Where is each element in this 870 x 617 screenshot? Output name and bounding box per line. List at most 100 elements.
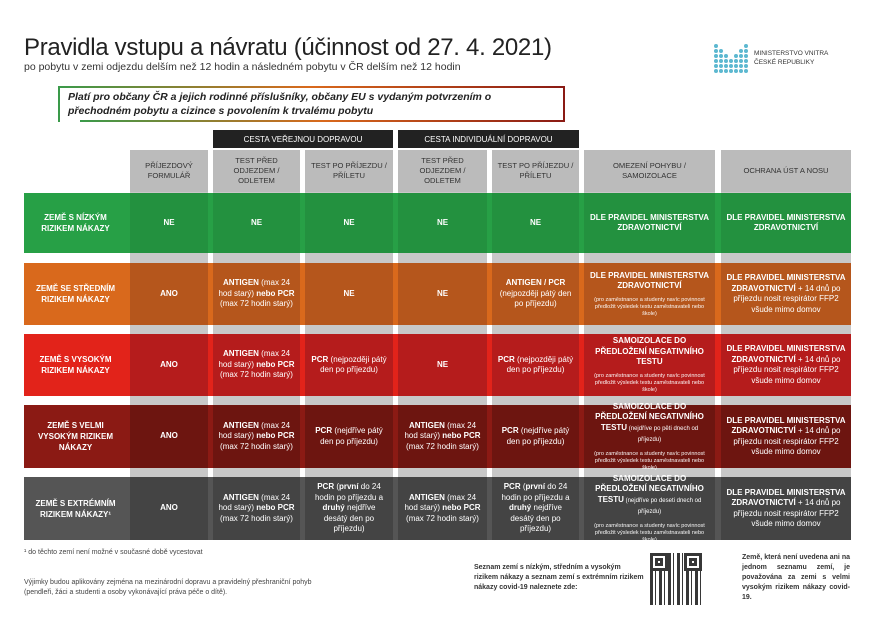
cell-text: NE — [530, 218, 541, 229]
table-cell: NE — [130, 193, 208, 253]
row-label: ZEMĚ S VELMI VYSOKÝM RIZIKEM NÁKAZY — [37, 421, 114, 452]
cell-text: NE — [343, 289, 354, 300]
cell-text-part: + 14 dnů po příjezdu nosit respirátor FF… — [733, 426, 841, 456]
row-label: ZEMĚ S EXTRÉMNÍM RIZIKEM NÁKAZY¹ — [35, 498, 116, 519]
cell-text-part: NE — [163, 217, 175, 227]
cell-text-part: nebo PCR — [442, 431, 481, 441]
cell-text-part: (max 24 hod starý) — [218, 278, 291, 298]
cell-text: ANTIGEN (max 24 hod starý) nebo PCR (max… — [218, 349, 295, 381]
cell-text-part: ANTIGEN — [222, 278, 259, 288]
cell-text-part: (max 72 hodin starý) — [406, 513, 479, 523]
table-cell: NE — [213, 193, 300, 253]
cell-text-part: NE — [343, 288, 355, 298]
cell-text-part: (nejdříve po pěti dnech od příjezdu) — [627, 425, 699, 444]
table-cell: ANO — [130, 334, 208, 396]
cell-text-part: první — [338, 482, 359, 492]
cell-text-part: NE — [436, 217, 449, 227]
row-label: ZEMĚ S VYSOKÝM RIZIKEM NÁKAZY — [39, 355, 112, 375]
cell-text: NE — [343, 218, 354, 229]
cell-text-part: NE — [343, 217, 355, 227]
cell-text-part: (max 24 hod starý) — [218, 420, 291, 441]
table-cell: DLE PRAVIDEL MINISTERSTVA ZDRAVOTNICTVÍ (… — [584, 263, 715, 325]
cell-text-part: + 14 dnů po příjezdu nosit respirátor FF… — [733, 498, 841, 528]
cell-text-part: nebo PCR — [256, 359, 295, 369]
cell-text-part: ANO — [160, 288, 178, 298]
cell-text-part: SAMOIZOLACE DO PŘEDLOŽENÍ NEGATIVNÍHO TE… — [595, 336, 704, 367]
cell-text: PCR (nejdříve pátý den po příjezdu) — [310, 426, 388, 447]
qr-code[interactable] — [650, 553, 702, 605]
cell-text-part: nebo PCR — [256, 431, 295, 441]
cell-text-part: (max 24 hod starý) — [218, 349, 291, 369]
table-cell: ANO — [130, 477, 208, 540]
cell-text: ANTIGEN (max 24 hod starý) nebo PCR (max… — [403, 493, 482, 525]
table-cell: DLE PRAVIDEL MINISTERSTVA ZDRAVOTNICTVÍ … — [721, 334, 851, 396]
cell-text: ANO — [160, 360, 178, 371]
table-cell: DLE PRAVIDEL MINISTERSTVA ZDRAVOTNICTVÍ — [584, 193, 715, 253]
cell-text-part: PCR — [497, 354, 515, 364]
cell-text-part: ANTIGEN — [408, 420, 445, 430]
cell-text-part: nebo PCR — [442, 503, 481, 513]
table-cell: PCR (první do 24 hodin po příjezdu a dru… — [305, 477, 393, 540]
cell-text-part: (nejpozději pátý den po příjezdu) — [499, 288, 572, 309]
cell-text-part: druhý — [322, 503, 345, 513]
logo-line-2: ČESKÉ REPUBLIKY — [754, 59, 815, 66]
cell-text: DLE PRAVIDEL MINISTERSTVA ZDRAVOTNICTVÍ … — [726, 416, 846, 458]
cell-text-part: DLE PRAVIDEL MINISTERSTVA ZDRAVOTNICTVÍ — [726, 212, 846, 233]
page-subtitle: po pobytu v zemi odjezdu delším než 12 h… — [24, 61, 461, 73]
cell-text-part: ( — [520, 482, 526, 492]
column-header: OMEZENÍ POHYBU / SAMOIZOLACE — [584, 150, 715, 192]
cell-text: PCR (nejpozději pátý den po příjezdu) — [310, 355, 388, 376]
cell-text-part: + 14 dnů po příjezdu nosit respirátor FF… — [733, 354, 841, 385]
cell-text-part: NE — [436, 359, 449, 369]
table-cell: PCR (nejpozději pátý den po příjezdu) — [492, 334, 579, 396]
cell-text-part: (nejpozději pátý den po příjezdu) — [320, 354, 387, 375]
table-cell: ANTIGEN (max 24 hod starý) nebo PCR (max… — [398, 405, 487, 468]
cell-text-part: DLE PRAVIDEL MINISTERSTVA ZDRAVOTNICTVÍ — [726, 415, 846, 436]
table-cell: PCR (nejpozději pátý den po příjezdu) — [305, 334, 393, 396]
cell-text: ANTIGEN (max 24 hod starý) nebo PCR (max… — [403, 421, 482, 453]
table-cell: PCR (nejdříve pátý den po příjezdu) — [305, 405, 393, 468]
cell-text-part: DLE PRAVIDEL MINISTERSTVA ZDRAVOTNICTVÍ — [726, 344, 846, 364]
column-header: OCHRANA ÚST A NOSU — [721, 150, 851, 192]
table-cell: PCR (první do 24 hodin po příjezdu a dru… — [492, 477, 579, 540]
column-header: PŘÍJEZDOVÝ FORMULÁŘ — [130, 150, 208, 192]
exceptions-note: Výjimky budou aplikovány zejména na mezi… — [24, 579, 312, 596]
cell-note: (pro zaměstnance a studenty navíc povinn… — [594, 522, 705, 543]
table-cell: ANTIGEN (max 24 hod starý) nebo PCR (max… — [213, 334, 300, 396]
cell-text-part: PCR — [503, 482, 521, 492]
cell-text-part: ANTIGEN — [222, 492, 259, 502]
table-cell: NE — [398, 193, 487, 253]
cell-text-part: ANTIGEN — [222, 420, 259, 430]
cell-text-part: (max 72 hodin starý) — [220, 441, 293, 451]
cell-text-part: (nejdříve pátý den po příjezdu) — [506, 426, 570, 446]
table-cell: ANTIGEN (max 24 hod starý) nebo PCR (max… — [213, 477, 300, 540]
cell-text: SAMOIZOLACE DO PŘEDLOŽENÍ NEGATIVNÍHO TE… — [589, 474, 710, 518]
cell-text-part: (max 72 hodin starý) — [220, 370, 293, 380]
table-cell: ANO — [130, 263, 208, 325]
cell-text: DLE PRAVIDEL MINISTERSTVA ZDRAVOTNICTVÍ — [726, 213, 846, 234]
cell-text-part: ANO — [160, 503, 178, 513]
cell-text-part: ANO — [160, 359, 178, 369]
logo-mark-icon — [714, 43, 748, 73]
cell-text-part: druhý — [509, 503, 532, 513]
cell-text-part: SAMOIZOLACE DO PŘEDLOŽENÍ NEGATIVNÍHO TE… — [595, 473, 704, 504]
group-header-individual-transport: CESTA INDIVIDUÁLNÍ DOPRAVOU — [398, 130, 579, 148]
cell-text-part: nejdříve desátý den po příjezdu) — [510, 503, 562, 534]
cell-text-part: NE — [436, 288, 449, 298]
cell-text-part: ANO — [160, 431, 178, 441]
cell-text-part: ( — [334, 482, 339, 492]
cell-text-part: DLE PRAVIDEL MINISTERSTVA ZDRAVOTNICTVÍ — [589, 270, 710, 291]
cell-text-part: (nejpozději pátý den po příjezdu) — [506, 354, 574, 375]
logo-text: MINISTERSTVO VNITRA ČESKÉ REPUBLIKY — [754, 49, 828, 67]
table-cell: NE — [398, 263, 487, 325]
cell-text-part: (nejdříve pátý den po příjezdu) — [320, 426, 383, 446]
country-list-info: Seznam zemí s nízkým, středním a vysokým… — [474, 564, 644, 591]
cell-text-part: DLE PRAVIDEL MINISTERSTVA ZDRAVOTNICTVÍ — [589, 212, 710, 233]
cell-text-part: (max 72 hodin starý) — [406, 441, 479, 451]
table-cell: DLE PRAVIDEL MINISTERSTVA ZDRAVOTNICTVÍ … — [721, 477, 851, 540]
cell-text-part: DLE PRAVIDEL MINISTERSTVA ZDRAVOTNICTVÍ — [726, 487, 846, 508]
cell-text-part: SAMOIZOLACE DO PŘEDLOŽENÍ NEGATIVNÍHO TE… — [595, 401, 704, 432]
cell-text: PCR (nejpozději pátý den po příjezdu) — [497, 355, 574, 376]
table-cell: NE — [305, 193, 393, 253]
row-label: ZEMĚ SE STŘEDNÍM RIZIKEM NÁKAZY — [35, 284, 116, 304]
